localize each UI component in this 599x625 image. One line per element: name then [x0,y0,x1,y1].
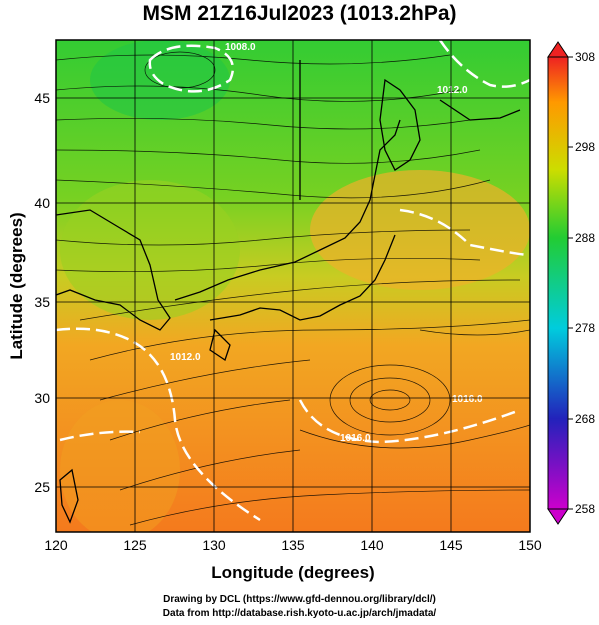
colorbar-tick-label: 268 [575,412,595,426]
coastlines [56,60,521,524]
y-tick-label: 30 [34,390,50,406]
colorbar-tick-label: 288 [575,231,595,245]
isobar-label: 1012.0 [170,352,201,363]
plot-frame [55,39,531,533]
x-tick-label: 145 [439,537,463,553]
isobar-labels: 1008.0 1012.0 1012.0 1016.0 1016.0 [170,42,483,444]
credit-data: Data from http://database.rish.kyoto-u.a… [162,608,437,619]
colorbar-max-arrow [547,41,569,58]
credit-drawing: Drawing by DCL (https://www.gfd-dennou.o… [163,594,436,605]
x-tick-label: 120 [44,537,68,553]
colorbar-tick-label: 308 [575,50,595,64]
y-tick-label: 35 [34,294,50,310]
x-tick-label: 125 [123,537,147,553]
colorbar: 308 298 288 278 268 258 [547,41,595,525]
colorbar-min-arrow [547,508,569,525]
x-tick-label: 150 [518,537,542,553]
isobar-label: 1012.0 [437,85,468,96]
chart-title: MSM 21Z16Jul2023 (1013.2hPa) [142,2,457,25]
colorbar-tick-label: 258 [575,502,595,516]
colorbar-tick-label: 298 [575,140,595,154]
y-tick-label: 25 [34,479,50,495]
x-tick-label: 130 [202,537,226,553]
isobars [56,40,530,522]
x-tick-label: 140 [360,537,384,553]
y-ticks: 25 30 35 40 45 [34,90,50,495]
isobar-label: 1016.0 [452,394,483,405]
y-tick-label: 45 [34,90,50,106]
x-axis-label: Longitude (degrees) [211,563,374,582]
isobar-label: 1008.0 [225,42,256,53]
isobar-label: 1016.0 [340,433,371,444]
y-axis-label: Latitude (degrees) [7,212,26,359]
x-ticks: 120 125 130 135 140 145 150 [44,537,542,553]
colorbar-tick-label: 278 [575,321,595,335]
y-tick-label: 40 [34,195,50,211]
x-tick-label: 135 [281,537,305,553]
wind-streamlines [56,51,530,526]
graticule [56,40,530,532]
